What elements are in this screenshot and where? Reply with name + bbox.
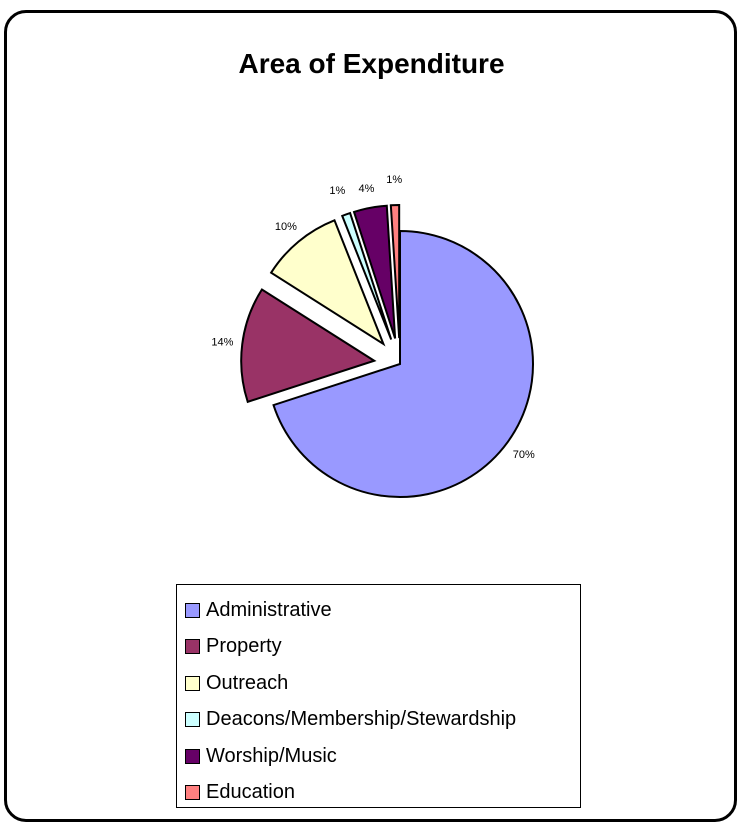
data-label: 14% <box>211 337 233 349</box>
legend-label: Outreach <box>206 671 289 694</box>
pie-slice-worship-music <box>352 204 397 339</box>
legend-label: Worship/Music <box>206 744 337 767</box>
data-label: 4% <box>359 183 375 195</box>
legend-label: Property <box>206 635 282 658</box>
legend-swatch <box>185 639 200 655</box>
legend-swatch <box>185 712 200 728</box>
data-label: 1% <box>386 174 402 186</box>
legend-item: Property <box>177 629 580 666</box>
legend-swatch <box>185 748 200 764</box>
chart-title: Area of Expenditure <box>238 48 505 79</box>
legend-item: Administrative <box>177 592 580 629</box>
legend-item: Deacons/Membership/Stewardship <box>177 702 580 739</box>
legend-swatch <box>185 675 200 691</box>
legend-swatch <box>185 785 200 801</box>
chart-legend: Administrative Property Outreach Deacons/Me… <box>176 584 581 808</box>
legend-label: Education <box>206 781 295 804</box>
pie-slice-deacons-membership-stewardship <box>340 211 393 340</box>
legend-label: Administrative <box>206 598 332 621</box>
data-label: 1% <box>329 185 345 197</box>
pie-slice-education <box>389 204 401 339</box>
legend-label: Deacons/Membership/Stewardship <box>206 708 517 731</box>
data-label: 10% <box>275 221 297 233</box>
legend-item: Worship/Music <box>177 738 580 775</box>
pie-slice-outreach <box>269 219 386 347</box>
data-label: 70% <box>513 449 535 461</box>
pie-slice-property <box>240 288 377 404</box>
legend-item: Education <box>177 775 580 812</box>
legend-item: Outreach <box>177 665 580 702</box>
legend-swatch <box>185 602 200 618</box>
pie-slice-administrative <box>272 229 534 498</box>
